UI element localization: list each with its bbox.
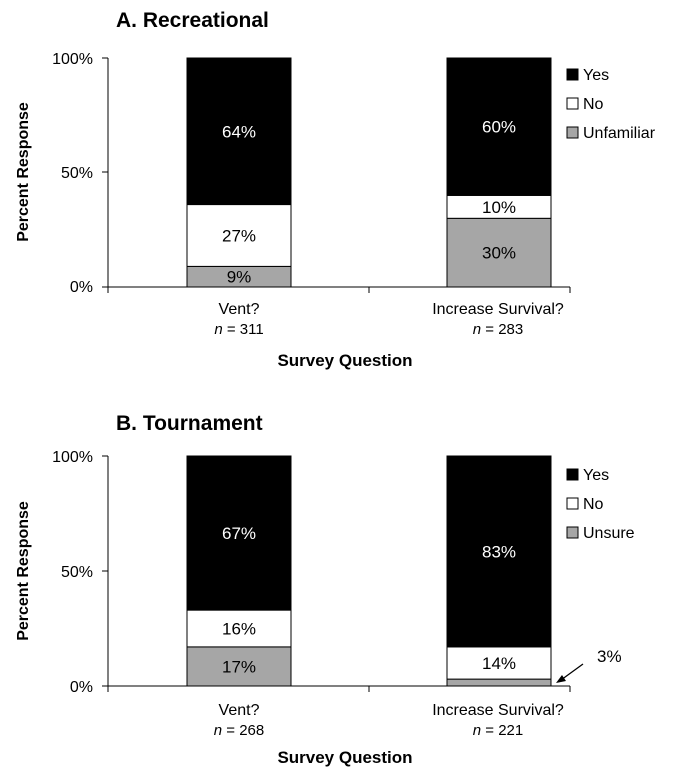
bar-segment-yes — [446, 455, 552, 648]
legend-label: No — [583, 96, 604, 113]
y-tick-label: 100% — [52, 449, 93, 466]
data-label: 10% — [482, 198, 516, 217]
sample-size-label: n = 268 — [214, 722, 264, 739]
data-label: 9% — [227, 268, 252, 287]
x-tick-label: Increase Survival? — [432, 702, 564, 719]
x-tick-label: Vent? — [219, 301, 260, 318]
x-tick-label: Vent? — [219, 702, 260, 719]
bar-segment-yes — [446, 57, 552, 196]
data-label: 27% — [222, 226, 256, 245]
data-label: 64% — [222, 122, 256, 141]
sample-size-label: n = 283 — [473, 321, 523, 338]
legend-swatch — [566, 468, 579, 481]
data-label: 3% — [597, 647, 622, 666]
y-tick-label: 100% — [52, 51, 93, 68]
data-label: 60% — [482, 118, 516, 137]
chart-title: B. Tournament — [116, 412, 263, 435]
legend-swatch — [566, 126, 579, 139]
legend-label: Yes — [583, 67, 609, 84]
panel-tournament: B. Tournament Percent Response 100% 50% … — [15, 412, 635, 767]
panel-recreational: A. Recreational Percent Response 100% 50… — [15, 9, 656, 370]
annotation-arrow — [560, 663, 584, 681]
bars: 17% 16% 67% 3% 14% 83% — [186, 455, 622, 687]
data-label: 83% — [482, 542, 516, 561]
x-axis-label: Survey Question — [277, 351, 412, 370]
bars: 9% 27% 64% 30% 10% 60% — [186, 57, 552, 288]
sample-size-label: n = 221 — [473, 722, 523, 739]
bar-segment-unfamiliar — [446, 217, 552, 288]
chart-title: A. Recreational — [116, 9, 269, 32]
legend: Yes No Unfamiliar — [566, 67, 656, 142]
legend-swatch — [566, 526, 579, 539]
y-tick-label: 0% — [70, 279, 93, 296]
data-label: 17% — [222, 657, 256, 676]
bar-segment-no — [186, 204, 292, 267]
legend-label: No — [583, 496, 604, 513]
legend-swatch — [566, 497, 579, 510]
bar-segment-no — [186, 609, 292, 648]
legend-label: Yes — [583, 467, 609, 484]
y-tick-label: 50% — [61, 564, 93, 581]
data-label: 30% — [482, 244, 516, 263]
data-label: 67% — [222, 524, 256, 543]
legend-label: Unfamiliar — [583, 125, 656, 142]
bar-segment-yes — [186, 455, 292, 611]
data-label: 16% — [222, 620, 256, 639]
data-label: 14% — [482, 654, 516, 673]
bar-segment-unsure — [186, 646, 292, 687]
bar-segment-unsure — [446, 678, 552, 687]
y-axis-label: Percent Response — [15, 102, 32, 242]
y-axis-label: Percent Response — [15, 501, 32, 641]
y-tick-label: 50% — [61, 165, 93, 182]
bar-segment-yes — [186, 57, 292, 206]
legend-swatch — [566, 68, 579, 81]
x-axis-label: Survey Question — [277, 748, 412, 767]
sample-size-label: n = 311 — [214, 321, 263, 338]
legend-swatch — [566, 97, 579, 110]
x-tick-label: Increase Survival? — [432, 301, 564, 318]
annotation-arrowhead — [556, 675, 566, 683]
legend: Yes No Unsure — [566, 467, 635, 542]
y-tick-label: 0% — [70, 679, 93, 696]
legend-label: Unsure — [583, 525, 635, 542]
